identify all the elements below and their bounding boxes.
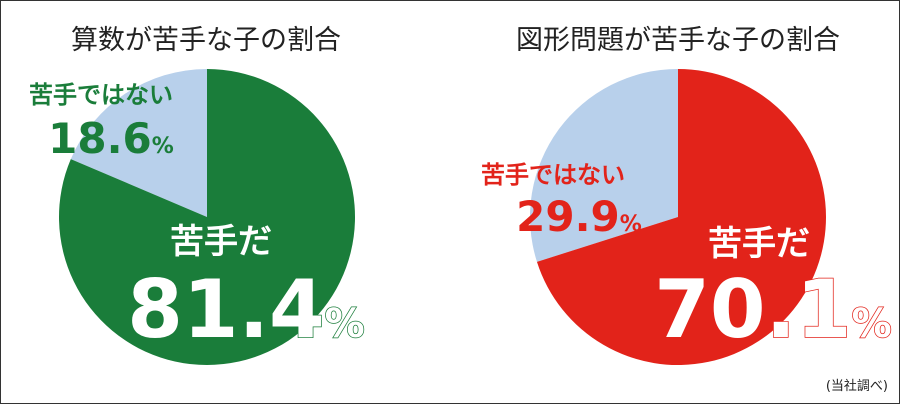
slice-label-weak-math: 苦手だ: [170, 222, 272, 262]
slice-value-text-not-weak-geometry: 29.9%: [516, 192, 642, 241]
slice-unit-weak-math: %: [325, 301, 365, 347]
chart-math: 算数が苦手な子の割合 苦手ではない 18.6% 苦手だ 81.4%: [29, 25, 365, 365]
pie-slice-weak-math: [59, 69, 356, 365]
chart-title-geometry: 図形問題が苦手な子の割合: [516, 25, 840, 56]
slice-label-weak-geometry: 苦手だ: [708, 224, 810, 264]
slice-value-weak-math: 81.4: [127, 263, 324, 356]
pie-slice-weak-geometry: [536, 69, 827, 366]
slice-value-text-weak-geometry: 70.1%: [654, 263, 891, 356]
slice-label-not-weak-math: 苦手ではない: [29, 81, 173, 109]
slice-label-not-weak-geometry: 苦手ではない: [481, 161, 625, 189]
slice-value-not-weak-math: 18.6: [48, 114, 152, 163]
pie-slice-not-weak-math: [70, 69, 207, 217]
slice-unit-not-weak-math: %: [152, 134, 174, 159]
slice-value-not-weak-geometry: 29.9: [516, 192, 620, 241]
pie-slice-not-weak-geometry: [530, 69, 678, 262]
slice-value-weak-geometry: 70.1: [654, 263, 851, 356]
slice-unit-not-weak-geometry: %: [620, 212, 642, 237]
slice-value-text-not-weak-math: 18.6%: [48, 114, 174, 163]
source-note: (当社調べ): [826, 378, 888, 394]
chart-geometry: 図形問題が苦手な子の割合 苦手ではない 29.9% 苦手だ 70.1%: [481, 25, 892, 366]
chart-title-math: 算数が苦手な子の割合: [71, 25, 341, 56]
slice-value-text-weak-math: 81.4%: [127, 263, 364, 356]
slice-unit-weak-geometry: %: [852, 301, 892, 347]
